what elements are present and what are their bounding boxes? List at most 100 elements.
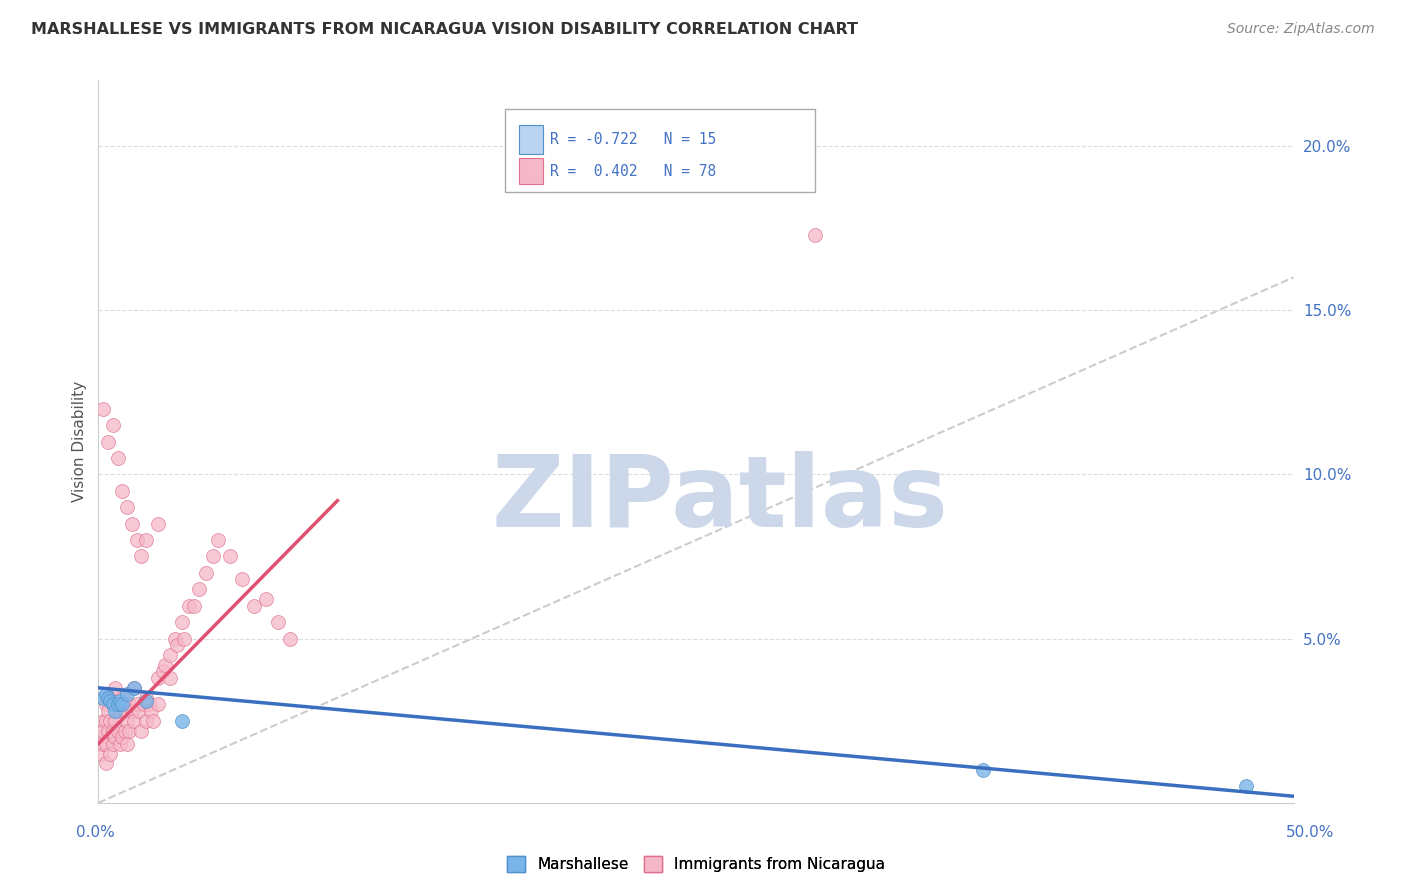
Point bbox=[108, 694, 131, 708]
FancyBboxPatch shape bbox=[519, 158, 543, 185]
Point bbox=[94, 737, 117, 751]
Point bbox=[98, 690, 122, 705]
Point bbox=[115, 737, 138, 751]
Point bbox=[104, 681, 127, 695]
Point bbox=[195, 566, 218, 580]
Point bbox=[124, 681, 146, 695]
Point bbox=[972, 763, 994, 777]
Point bbox=[111, 483, 134, 498]
Point bbox=[159, 671, 181, 685]
Point bbox=[155, 657, 177, 672]
Point bbox=[108, 704, 131, 718]
Point bbox=[107, 698, 129, 712]
Point bbox=[254, 592, 277, 607]
Point bbox=[125, 533, 148, 547]
Point bbox=[135, 714, 157, 728]
Point bbox=[187, 582, 209, 597]
Point bbox=[101, 737, 124, 751]
Point bbox=[91, 714, 114, 728]
Y-axis label: Vision Disability: Vision Disability bbox=[72, 381, 87, 502]
Point bbox=[118, 723, 141, 738]
Point bbox=[202, 549, 225, 564]
Point bbox=[115, 500, 138, 515]
Point bbox=[111, 690, 134, 705]
Point bbox=[166, 638, 188, 652]
Point bbox=[104, 704, 127, 718]
Point bbox=[183, 599, 205, 613]
Point bbox=[142, 714, 165, 728]
Point bbox=[172, 714, 194, 728]
Point bbox=[104, 730, 127, 744]
Point bbox=[278, 632, 301, 646]
Point bbox=[107, 450, 129, 465]
Point bbox=[131, 549, 153, 564]
Point bbox=[148, 698, 170, 712]
Point bbox=[118, 698, 141, 712]
Point bbox=[98, 714, 122, 728]
Point bbox=[152, 665, 174, 679]
FancyBboxPatch shape bbox=[505, 109, 815, 193]
Text: Source: ZipAtlas.com: Source: ZipAtlas.com bbox=[1227, 22, 1375, 37]
Point bbox=[172, 615, 194, 630]
Point bbox=[135, 694, 157, 708]
Point bbox=[125, 698, 148, 712]
Point bbox=[267, 615, 290, 630]
Point bbox=[91, 690, 114, 705]
Point bbox=[94, 756, 117, 771]
Point bbox=[91, 401, 114, 416]
Point bbox=[107, 723, 129, 738]
Point bbox=[94, 698, 117, 712]
Point bbox=[139, 704, 162, 718]
Point bbox=[98, 694, 122, 708]
Point bbox=[94, 714, 117, 728]
Text: R =  0.402   N = 78: R = 0.402 N = 78 bbox=[550, 164, 717, 178]
Text: R = -0.722   N = 15: R = -0.722 N = 15 bbox=[550, 132, 717, 147]
Point bbox=[131, 723, 153, 738]
Point bbox=[1234, 780, 1257, 794]
Point bbox=[135, 533, 157, 547]
Point bbox=[98, 747, 122, 761]
Point bbox=[121, 704, 143, 718]
Point bbox=[94, 687, 117, 701]
Point bbox=[114, 723, 136, 738]
Point bbox=[107, 698, 129, 712]
Text: 50.0%: 50.0% bbox=[1286, 825, 1334, 839]
Point bbox=[243, 599, 266, 613]
Point bbox=[101, 418, 124, 433]
Point bbox=[804, 227, 827, 242]
FancyBboxPatch shape bbox=[519, 125, 543, 154]
Point bbox=[132, 698, 155, 712]
Legend: Marshallese, Immigrants from Nicaragua: Marshallese, Immigrants from Nicaragua bbox=[501, 850, 891, 879]
Point bbox=[231, 573, 253, 587]
Point bbox=[91, 737, 114, 751]
Point bbox=[97, 704, 120, 718]
Point bbox=[90, 730, 112, 744]
Point bbox=[101, 698, 124, 712]
Point bbox=[135, 690, 157, 705]
Text: ZIPatlas: ZIPatlas bbox=[492, 450, 948, 548]
Text: 0.0%: 0.0% bbox=[76, 825, 115, 839]
Text: MARSHALLESE VS IMMIGRANTS FROM NICARAGUA VISION DISABILITY CORRELATION CHART: MARSHALLESE VS IMMIGRANTS FROM NICARAGUA… bbox=[31, 22, 858, 37]
Point bbox=[207, 533, 229, 547]
Point bbox=[91, 723, 114, 738]
Point bbox=[101, 698, 124, 712]
Point bbox=[121, 516, 143, 531]
Point bbox=[104, 714, 127, 728]
Point bbox=[124, 681, 146, 695]
Point bbox=[101, 723, 124, 738]
Point bbox=[124, 714, 146, 728]
Point bbox=[114, 704, 136, 718]
Point bbox=[138, 698, 160, 712]
Point bbox=[97, 690, 120, 705]
Point bbox=[159, 648, 181, 662]
Point bbox=[179, 599, 201, 613]
Point bbox=[173, 632, 195, 646]
Point bbox=[128, 704, 150, 718]
Point bbox=[219, 549, 242, 564]
Point bbox=[111, 730, 134, 744]
Point bbox=[148, 671, 170, 685]
Point bbox=[148, 516, 170, 531]
Point bbox=[97, 434, 120, 449]
Point bbox=[90, 747, 112, 761]
Point bbox=[163, 632, 186, 646]
